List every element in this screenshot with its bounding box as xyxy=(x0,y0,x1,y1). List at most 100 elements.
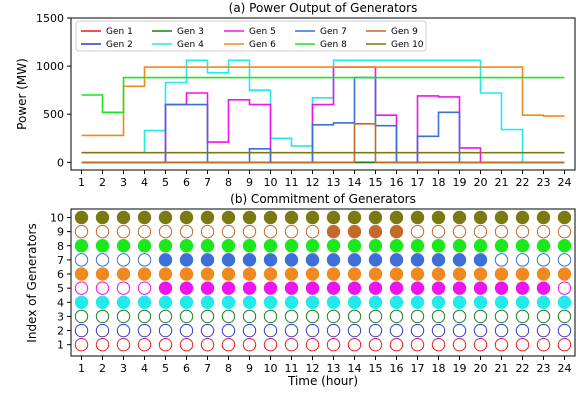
commitment-marker-gen-8-hour-14 xyxy=(347,239,362,253)
commitment-marker-gen-2-hour-9 xyxy=(242,323,257,338)
commitment-marker-gen-7-hour-3 xyxy=(116,253,131,267)
commitment-y-tick-label: 1 xyxy=(57,339,64,352)
commitment-marker-gen-7-hour-1 xyxy=(74,253,89,267)
commitment-marker-gen-3-hour-7 xyxy=(200,309,215,324)
commitment-x-tick-label: 20 xyxy=(474,362,488,375)
power-x-tick-label: 4 xyxy=(141,176,148,189)
commitment-marker-gen-8-hour-16 xyxy=(389,239,404,253)
commitment-marker-gen-9-hour-18 xyxy=(431,224,446,239)
commitment-marker-gen-8-hour-13 xyxy=(326,239,341,253)
commitment-y-tick-label: 3 xyxy=(57,310,64,323)
power-x-tick-label: 20 xyxy=(474,176,488,189)
commitment-y-tick-label: 6 xyxy=(57,268,64,281)
commitment-marker-gen-6-hour-23 xyxy=(536,267,551,281)
commitment-marker-gen-6-hour-20 xyxy=(473,267,488,281)
commitment-marker-gen-10-hour-11 xyxy=(284,210,299,225)
commitment-marker-gen-1-hour-22 xyxy=(515,337,530,352)
commitment-marker-gen-5-hour-18 xyxy=(431,281,446,295)
commitment-marker-gen-5-hour-13 xyxy=(326,281,341,295)
commitment-marker-gen-6-hour-11 xyxy=(284,267,299,281)
power-line-gen-8 xyxy=(81,76,565,114)
commitment-marker-gen-1-hour-19 xyxy=(452,337,467,352)
commitment-marker-gen-4-hour-24 xyxy=(557,295,572,309)
commitment-marker-gen-3-hour-15 xyxy=(368,309,383,324)
commitment-marker-gen-6-hour-15 xyxy=(368,267,383,281)
commitment-marker-gen-5-hour-15 xyxy=(368,281,383,295)
commitment-marker-gen-8-hour-24 xyxy=(557,239,572,253)
power-x-tick-label: 15 xyxy=(369,176,383,189)
commitment-marker-gen-1-hour-24 xyxy=(557,337,572,352)
commitment-x-tick-label: 21 xyxy=(495,362,509,375)
power-x-tick-label: 16 xyxy=(390,176,404,189)
commitment-marker-gen-4-hour-16 xyxy=(389,295,404,309)
commitment-marker-gen-4-hour-3 xyxy=(116,295,131,309)
commitment-marker-gen-6-hour-2 xyxy=(95,267,110,281)
commitment-marker-gen-7-hour-10 xyxy=(263,253,278,267)
commitment-marker-gen-2-hour-24 xyxy=(557,323,572,338)
commitment-marker-gen-4-hour-20 xyxy=(473,295,488,309)
commitment-marker-gen-1-hour-5 xyxy=(158,337,173,352)
commitment-marker-gen-8-hour-7 xyxy=(200,239,215,253)
commitment-marker-gen-2-hour-4 xyxy=(137,323,152,338)
commitment-marker-gen-10-hour-2 xyxy=(95,210,110,225)
commitment-marker-gen-9-hour-22 xyxy=(515,224,530,239)
commitment-marker-gen-3-hour-11 xyxy=(284,309,299,324)
commitment-marker-gen-5-hour-19 xyxy=(452,281,467,295)
commitment-marker-gen-10-hour-22 xyxy=(515,210,530,225)
commitment-x-tick-label: 18 xyxy=(432,362,446,375)
commitment-y-tick-label: 10 xyxy=(50,211,64,224)
commitment-marker-gen-10-hour-1 xyxy=(74,210,89,225)
commitment-marker-gen-6-hour-12 xyxy=(305,267,320,281)
power-line-gen-5 xyxy=(81,66,565,164)
commitment-y-tick-label: 7 xyxy=(57,254,64,267)
commitment-marker-gen-7-hour-2 xyxy=(95,253,110,267)
commitment-marker-gen-6-hour-9 xyxy=(242,267,257,281)
commitment-marker-gen-8-hour-3 xyxy=(116,239,131,253)
power-y-axis-label: Power (MW) xyxy=(15,58,29,130)
legend-label-gen-4: Gen 4 xyxy=(177,40,204,50)
commitment-marker-gen-4-hour-7 xyxy=(200,295,215,309)
commitment-marker-gen-7-hour-19 xyxy=(452,253,467,267)
commitment-marker-gen-1-hour-12 xyxy=(305,337,320,352)
commitment-x-tick-label: 1 xyxy=(78,362,85,375)
commitment-marker-gen-8-hour-15 xyxy=(368,239,383,253)
commitment-marker-gen-6-hour-5 xyxy=(158,267,173,281)
commitment-marker-gen-1-hour-13 xyxy=(326,337,341,352)
commitment-marker-gen-5-hour-17 xyxy=(410,281,425,295)
commitment-y-tick-label: 8 xyxy=(57,240,64,253)
power-x-tick-label: 9 xyxy=(246,176,253,189)
commitment-marker-gen-9-hour-7 xyxy=(200,224,215,239)
commitment-x-tick-label: 6 xyxy=(183,362,190,375)
commitment-marker-gen-3-hour-13 xyxy=(326,309,341,324)
commitment-marker-gen-9-hour-9 xyxy=(242,224,257,239)
commitment-marker-gen-4-hour-4 xyxy=(137,295,152,309)
commitment-x-tick-label: 11 xyxy=(285,362,299,375)
commitment-marker-gen-5-hour-9 xyxy=(242,281,257,295)
commitment-marker-gen-3-hour-22 xyxy=(515,309,530,324)
commitment-marker-gen-3-hour-8 xyxy=(221,309,236,324)
commitment-marker-gen-3-hour-1 xyxy=(74,309,89,324)
commitment-marker-gen-9-hour-23 xyxy=(536,224,551,239)
power-x-tick-label: 23 xyxy=(537,176,551,189)
commitment-marker-gen-3-hour-14 xyxy=(347,309,362,324)
commitment-x-tick-label: 8 xyxy=(225,362,232,375)
commitment-marker-gen-9-hour-4 xyxy=(137,224,152,239)
power-x-tick-label: 3 xyxy=(120,176,127,189)
commitment-x-tick-label: 10 xyxy=(264,362,278,375)
commitment-marker-gen-5-hour-6 xyxy=(179,281,194,295)
power-line-gen-7 xyxy=(81,76,565,164)
commitment-x-tick-label: 17 xyxy=(411,362,425,375)
commitment-marker-gen-4-hour-21 xyxy=(494,295,509,309)
commitment-marker-gen-2-hour-18 xyxy=(431,323,446,338)
commitment-marker-gen-7-hour-18 xyxy=(431,253,446,267)
commitment-marker-gen-7-hour-13 xyxy=(326,253,341,267)
commitment-x-tick-label: 7 xyxy=(204,362,211,375)
legend-label-gen-3: Gen 3 xyxy=(177,27,204,37)
commitment-marker-gen-9-hour-14 xyxy=(347,224,362,239)
commitment-marker-gen-6-hour-7 xyxy=(200,267,215,281)
commitment-marker-gen-3-hour-5 xyxy=(158,309,173,324)
commitment-y-axis-label: Index of Generators xyxy=(25,223,39,342)
commitment-marker-gen-7-hour-15 xyxy=(368,253,383,267)
power-x-tick-label: 13 xyxy=(327,176,341,189)
